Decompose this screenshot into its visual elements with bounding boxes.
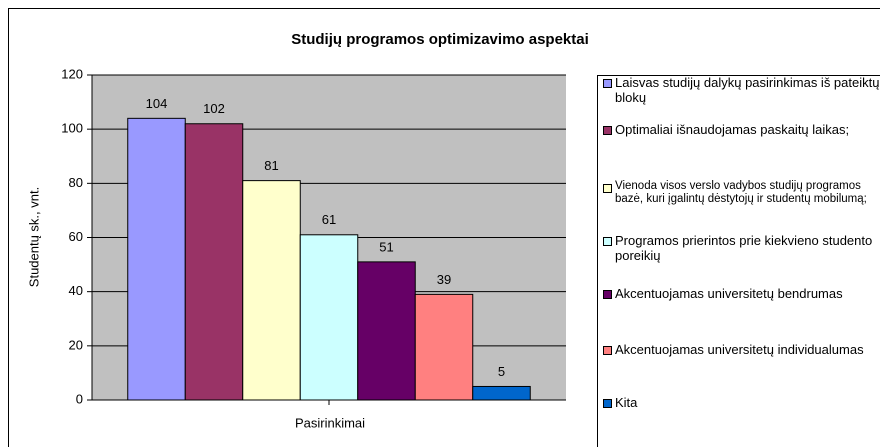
data-label: 102 — [203, 101, 225, 116]
legend-label: Optimaliai išnaudojamas paskaitų laikas; — [615, 122, 850, 137]
legend-entry: Kita — [615, 395, 638, 410]
chart-title: Studijų programos optimizavimo aspektai — [291, 31, 589, 48]
data-label: 81 — [264, 158, 278, 173]
legend-label: Akcentuojamas universitetų individualuma… — [615, 342, 864, 357]
y-tick-label: 40 — [69, 283, 83, 298]
y-tick-label: 80 — [69, 175, 83, 190]
legend-label: Vienoda visos verslo vadybos studijų pro… — [615, 180, 867, 205]
data-label: 5 — [498, 364, 505, 379]
bar — [357, 261, 416, 401]
data-label: 51 — [379, 239, 393, 254]
legend-label: Programos prierintos prie kiekvieno stud… — [615, 233, 873, 263]
data-label: 39 — [437, 272, 451, 287]
legend-entry: Akcentuojamas universitetų bendrumas — [615, 286, 843, 301]
bar — [184, 123, 244, 401]
bar — [127, 117, 186, 401]
y-tick-label: 60 — [69, 229, 83, 244]
bar — [299, 234, 359, 401]
legend-label: Laisvas studijų dalykų pasirinkimas iš p… — [615, 75, 880, 105]
legend-entry: Programos prierintos prie kiekvieno stud… — [615, 233, 873, 263]
bar — [242, 180, 301, 401]
legend-swatch — [603, 184, 612, 193]
legend-label: Akcentuojamas universitetų bendrumas — [615, 286, 843, 301]
y-tick-label: 20 — [69, 337, 83, 352]
legend-swatch — [603, 237, 612, 246]
legend — [597, 75, 880, 447]
legend-entry: Vienoda visos verslo vadybos studijų pro… — [615, 180, 867, 205]
legend-label: Kita — [615, 395, 638, 410]
bar — [414, 293, 474, 401]
legend-swatch — [603, 399, 612, 408]
legend-swatch — [603, 346, 612, 355]
legend-entry: Optimaliai išnaudojamas paskaitų laikas; — [615, 122, 850, 137]
y-tick-label: 0 — [76, 391, 83, 406]
legend-swatch — [603, 290, 612, 299]
y-tick-label: 120 — [61, 66, 83, 81]
data-label: 104 — [146, 96, 168, 111]
x-axis-label: Pasirinkimai — [295, 415, 365, 430]
legend-entry: Laisvas studijų dalykų pasirinkimas iš p… — [615, 75, 880, 105]
legend-swatch — [603, 79, 612, 88]
data-label: 61 — [322, 212, 336, 227]
y-tick-label: 100 — [61, 121, 83, 136]
bar — [472, 385, 531, 401]
y-axis-label: Studentų sk., vnt. — [26, 187, 41, 287]
legend-swatch — [603, 126, 612, 135]
legend-entry: Akcentuojamas universitetų individualuma… — [615, 342, 864, 357]
